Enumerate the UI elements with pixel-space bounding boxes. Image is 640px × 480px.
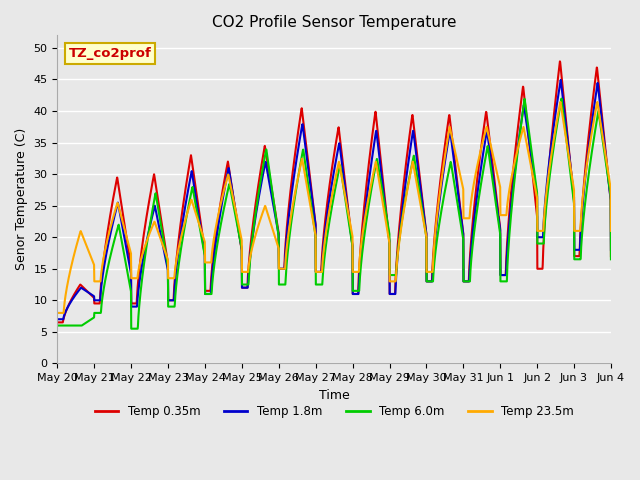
- Temp 0.35m: [495, 215, 503, 220]
- Temp 0.35m: [556, 59, 564, 64]
- Temp 0.35m: [607, 253, 615, 259]
- Temp 23.5m: [495, 179, 503, 184]
- Temp 1.8m: [607, 247, 615, 252]
- Line: Temp 23.5m: Temp 23.5m: [58, 102, 611, 313]
- Temp 0.35m: [558, 80, 566, 85]
- Legend: Temp 0.35m, Temp 1.8m, Temp 6.0m, Temp 23.5m: Temp 0.35m, Temp 1.8m, Temp 6.0m, Temp 2…: [90, 401, 579, 423]
- Temp 6.0m: [208, 284, 216, 290]
- Temp 23.5m: [208, 252, 216, 258]
- Temp 0.35m: [54, 320, 61, 325]
- Temp 0.35m: [350, 291, 358, 297]
- Temp 1.8m: [558, 90, 566, 96]
- Temp 6.0m: [574, 256, 582, 262]
- Line: Temp 1.8m: Temp 1.8m: [58, 80, 611, 319]
- Temp 1.8m: [362, 201, 370, 206]
- Temp 6.0m: [495, 224, 503, 230]
- Temp 23.5m: [607, 228, 615, 234]
- Temp 0.35m: [574, 253, 582, 259]
- Temp 6.0m: [351, 288, 358, 294]
- Temp 6.0m: [557, 96, 565, 101]
- Temp 6.0m: [54, 323, 61, 328]
- Temp 23.5m: [350, 269, 358, 275]
- Temp 1.8m: [350, 291, 358, 297]
- Temp 6.0m: [559, 104, 566, 109]
- Temp 1.8m: [495, 217, 503, 223]
- Line: Temp 0.35m: Temp 0.35m: [58, 61, 611, 323]
- Temp 6.0m: [607, 256, 615, 262]
- Temp 23.5m: [557, 99, 564, 105]
- Temp 23.5m: [362, 208, 370, 214]
- Temp 6.0m: [127, 326, 135, 332]
- Temp 6.0m: [362, 218, 370, 224]
- Line: Temp 6.0m: Temp 6.0m: [58, 98, 611, 329]
- Temp 23.5m: [558, 111, 566, 117]
- Temp 23.5m: [574, 228, 582, 234]
- Temp 1.8m: [54, 316, 61, 322]
- Text: TZ_co2prof: TZ_co2prof: [68, 47, 151, 60]
- Temp 1.8m: [574, 247, 582, 252]
- X-axis label: Time: Time: [319, 389, 349, 402]
- Temp 23.5m: [54, 310, 61, 316]
- Temp 0.35m: [208, 268, 216, 274]
- Temp 0.35m: [362, 185, 370, 191]
- Temp 1.8m: [557, 77, 564, 83]
- Y-axis label: Senor Temperature (C): Senor Temperature (C): [15, 128, 28, 271]
- Temp 1.8m: [208, 276, 216, 282]
- Title: CO2 Profile Sensor Temperature: CO2 Profile Sensor Temperature: [212, 15, 456, 30]
